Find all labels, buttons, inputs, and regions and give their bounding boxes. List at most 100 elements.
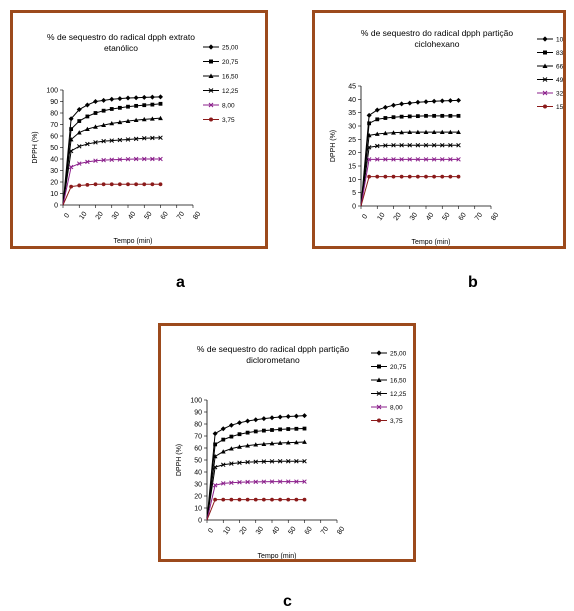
data-point [382, 104, 388, 110]
data-point [101, 108, 106, 113]
series-1 [360, 97, 461, 207]
caption-c: c [283, 593, 292, 610]
data-point [109, 96, 115, 102]
x-tick-label: 40 [425, 212, 435, 222]
x-tick-label: 50 [441, 212, 451, 222]
data-point [423, 142, 429, 148]
chart-title: etanólico [104, 43, 138, 53]
data-point [220, 426, 226, 432]
data-point [93, 99, 98, 104]
data-point [149, 116, 155, 121]
data-point [270, 428, 274, 432]
y-tick-label: 25 [348, 137, 356, 144]
data-point [456, 129, 461, 135]
data-point [456, 142, 461, 148]
series-line [62, 96, 161, 206]
data-point [229, 461, 234, 466]
y-tick-label: 30 [194, 482, 202, 489]
data-point [448, 142, 453, 148]
data-point [85, 159, 90, 165]
x-tick-label: 30 [409, 212, 419, 222]
y-tick-label: 20 [348, 150, 356, 157]
data-point [431, 157, 437, 162]
x-tick-label: 50 [287, 526, 297, 536]
x-tick-label: 30 [255, 526, 265, 536]
data-point [293, 413, 299, 419]
y-tick-label: 100 [190, 398, 202, 405]
data-point [141, 116, 147, 122]
data-point [237, 420, 242, 426]
data-point [294, 497, 299, 502]
data-point [68, 137, 74, 142]
data-point [109, 138, 115, 143]
y-tick-label: 70 [194, 434, 202, 441]
data-point [158, 101, 163, 106]
x-tick-label: 10 [222, 526, 232, 536]
chart-panel-a: % de sequestro do radical dpph extrato et… [10, 10, 268, 249]
data-point [77, 119, 82, 123]
data-point [101, 157, 106, 163]
y-tick-label: 50 [50, 145, 58, 152]
y-axis-label: DPPH (%) [32, 131, 39, 163]
y-tick-label: 80 [194, 422, 202, 429]
data-point [285, 413, 291, 419]
x-tick-label: 40 [127, 211, 137, 221]
series-line [62, 158, 161, 206]
data-point [447, 98, 453, 104]
y-tick-label: 90 [50, 99, 58, 106]
data-point [77, 183, 82, 188]
legend-label: 32,00 [556, 91, 563, 98]
data-point [391, 174, 396, 179]
series-4 [360, 142, 461, 207]
data-point [69, 127, 74, 131]
y-tick-label: 90 [194, 410, 202, 417]
series-line [360, 176, 459, 207]
data-point [391, 115, 396, 120]
data-point [76, 130, 82, 135]
legend-marker [543, 104, 547, 109]
data-point [213, 442, 218, 447]
series-2 [360, 113, 461, 207]
x-tick-label: 10 [376, 212, 386, 222]
data-point [253, 442, 259, 447]
y-tick-label: 50 [194, 458, 202, 465]
axes: 0 10 20 30 40 50 60 70 80 90 100 0 10 20 30 40 50 60 70 80 [46, 88, 202, 222]
y-tick-label: 100 [46, 88, 58, 95]
legend-marker [209, 59, 213, 64]
chart-title: % de sequestro do radical dpph partição [361, 28, 513, 38]
data-point [253, 459, 259, 465]
data-point [101, 97, 107, 103]
data-point [399, 101, 405, 107]
legend-label: 66,00 [556, 64, 563, 71]
legend-marker [376, 404, 382, 410]
y-tick-label: 20 [50, 180, 58, 187]
x-tick-label: 70 [320, 526, 330, 536]
x-tick-label: 20 [239, 526, 249, 536]
data-point [109, 120, 115, 126]
data-point [269, 479, 275, 484]
legend-label: 16,50 [390, 378, 407, 385]
data-point [294, 479, 299, 484]
axes: 0 5 10 15 20 25 30 35 40 45 0 10 20 30 40 50 60 70 80 [348, 84, 500, 223]
data-point [237, 497, 242, 502]
data-point [158, 182, 163, 187]
data-point [285, 479, 291, 484]
series-3 [206, 439, 307, 521]
y-axis-label: DPPH (%) [176, 444, 183, 476]
chart-a: % de sequestro do radical dpph extratoet… [32, 32, 239, 245]
data-point [407, 114, 412, 119]
y-tick-label: 40 [50, 157, 58, 164]
data-point [415, 129, 421, 135]
data-point [85, 141, 90, 147]
data-point [125, 118, 131, 123]
data-point [366, 145, 372, 150]
data-point [117, 137, 123, 143]
data-point [117, 96, 123, 102]
legend-marker [377, 364, 381, 369]
series-4 [62, 135, 163, 206]
data-point [213, 497, 218, 502]
data-point [407, 157, 413, 162]
y-tick-label: 40 [194, 470, 202, 477]
data-point [84, 126, 90, 131]
data-point [237, 444, 242, 449]
